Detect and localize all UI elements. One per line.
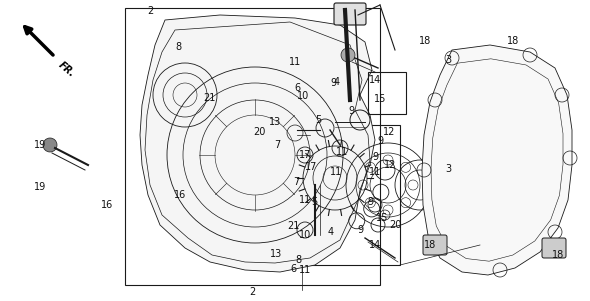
Text: 9: 9 — [378, 136, 384, 147]
Text: 11: 11 — [336, 147, 348, 157]
Text: 20: 20 — [254, 127, 266, 138]
Text: 14: 14 — [369, 75, 381, 85]
Text: FR.: FR. — [57, 60, 77, 79]
Text: 3: 3 — [445, 55, 451, 65]
Circle shape — [43, 138, 57, 152]
Text: 8: 8 — [175, 42, 181, 52]
Text: 11: 11 — [299, 265, 311, 275]
Text: 18: 18 — [419, 36, 431, 46]
Circle shape — [341, 48, 355, 62]
Text: 2: 2 — [249, 287, 255, 297]
Text: 11: 11 — [299, 195, 311, 205]
Text: 19: 19 — [34, 182, 46, 192]
Text: 15: 15 — [375, 94, 386, 104]
Text: 11: 11 — [330, 166, 342, 177]
Text: 10: 10 — [299, 230, 311, 240]
Text: 16: 16 — [101, 200, 113, 210]
FancyBboxPatch shape — [542, 238, 566, 258]
Text: 2: 2 — [148, 5, 153, 16]
Text: 18: 18 — [507, 36, 519, 46]
Bar — [295, 125, 400, 265]
Text: 17: 17 — [305, 162, 317, 172]
Text: 12: 12 — [384, 160, 396, 170]
Text: 21: 21 — [287, 221, 299, 231]
Text: 9: 9 — [372, 152, 378, 162]
Text: 4: 4 — [327, 227, 333, 237]
Text: 3: 3 — [445, 163, 451, 174]
Text: 21: 21 — [204, 93, 215, 103]
Text: 5: 5 — [315, 115, 321, 125]
Bar — [368, 72, 406, 114]
Text: 15: 15 — [376, 213, 388, 223]
Text: 20: 20 — [389, 220, 401, 230]
Text: 13: 13 — [269, 117, 281, 127]
Polygon shape — [422, 45, 572, 275]
Text: 4: 4 — [334, 77, 340, 87]
Text: 9: 9 — [367, 197, 373, 207]
Text: 9: 9 — [348, 106, 354, 116]
Text: 10: 10 — [297, 91, 309, 101]
Polygon shape — [140, 15, 375, 272]
FancyBboxPatch shape — [423, 235, 447, 255]
Text: 17: 17 — [299, 150, 311, 160]
Text: 18: 18 — [552, 250, 564, 260]
Text: 5: 5 — [312, 197, 317, 207]
Text: 16: 16 — [174, 190, 186, 200]
Text: 11: 11 — [369, 166, 381, 177]
Text: 19: 19 — [34, 140, 46, 150]
Text: 7: 7 — [294, 177, 300, 187]
Text: 9: 9 — [330, 78, 336, 88]
Text: 12: 12 — [384, 127, 395, 138]
Text: 7: 7 — [274, 140, 280, 150]
Text: 14: 14 — [369, 240, 381, 250]
Text: 18: 18 — [424, 240, 436, 250]
Text: 6: 6 — [294, 83, 300, 93]
Text: 6: 6 — [290, 264, 296, 275]
FancyBboxPatch shape — [334, 3, 366, 25]
Text: 8: 8 — [295, 255, 301, 265]
Text: 11: 11 — [289, 57, 301, 67]
Text: 13: 13 — [270, 249, 282, 259]
Text: 9: 9 — [357, 225, 363, 235]
Bar — [125, 8, 380, 285]
